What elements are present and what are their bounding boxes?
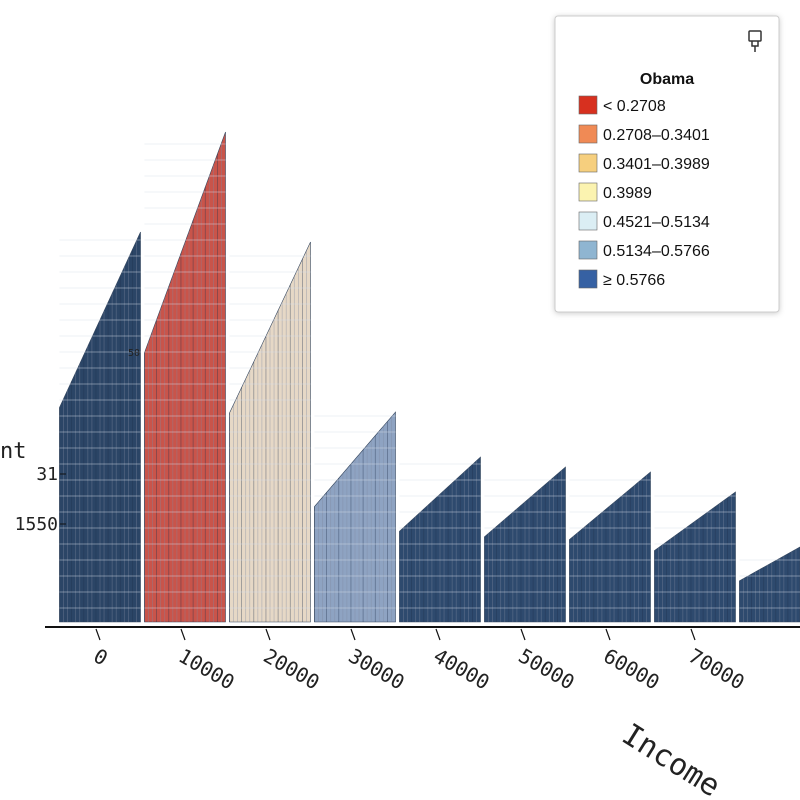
- x-tick-label: 30000: [345, 644, 409, 695]
- x-tick-label: 40000: [430, 644, 494, 695]
- plot: [45, 131, 800, 641]
- x-tick-label: 10000: [175, 644, 239, 695]
- x-tick-label: 50000: [515, 644, 579, 695]
- legend-swatch: [578, 153, 598, 173]
- legend-swatch: [578, 182, 598, 202]
- x-tick: [180, 628, 186, 641]
- x-tick: [605, 628, 611, 641]
- bar: [739, 546, 800, 623]
- annotation: 50: [128, 348, 140, 359]
- legend-label: 0.4521–0.5134: [603, 214, 710, 231]
- y-tick-label: 1550: [15, 514, 58, 535]
- x-axis-label: Income: [616, 717, 726, 800]
- legend-title: Obama: [640, 71, 694, 88]
- legend-label: 0.2708–0.3401: [603, 127, 710, 144]
- legend-swatch: [578, 95, 598, 115]
- legend-label: 0.3989: [603, 185, 652, 202]
- legend-label: 0.5134–0.5766: [603, 243, 710, 260]
- x-tick: [690, 628, 696, 641]
- x-tick: [95, 628, 101, 641]
- x-tick-label: 60000: [600, 644, 664, 695]
- legend: Obama < 0.2708 0.2708–0.3401 0.3401–0.3989…: [554, 15, 780, 313]
- y-tick-label: 31: [36, 464, 58, 485]
- legend-label: < 0.2708: [603, 98, 666, 115]
- x-tick: [350, 628, 356, 641]
- legend-label: 0.3401–0.3989: [603, 156, 710, 173]
- legend-icon[interactable]: [748, 30, 762, 52]
- x-tick: [265, 628, 271, 641]
- legend-swatch: [578, 211, 598, 231]
- legend-swatch: [578, 269, 598, 289]
- x-tick-label: 0: [90, 644, 112, 671]
- y-axis-label: nt: [0, 439, 27, 464]
- x-tick-label: 70000: [685, 644, 749, 695]
- legend-label: ≥ 0.5766: [603, 272, 665, 289]
- legend-swatch: [578, 240, 598, 260]
- x-tick-label: 20000: [260, 644, 324, 695]
- x-tick: [520, 628, 526, 641]
- x-tick: [435, 628, 441, 641]
- legend-box: [554, 15, 780, 313]
- legend-swatch: [578, 124, 598, 144]
